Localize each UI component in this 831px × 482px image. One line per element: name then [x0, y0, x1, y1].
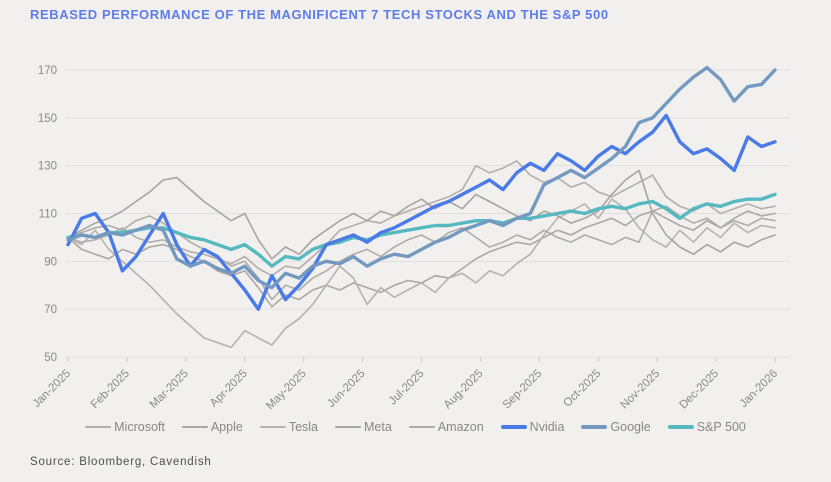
series-line-google	[66, 65, 777, 290]
x-axis-tick-label: Jun-2025	[325, 368, 367, 410]
legend-label-s-p-500: S&P 500	[696, 420, 746, 434]
series-line-apple	[67, 210, 776, 308]
line-chart-plot: 50 70 90 110 130 150 170 Jan-2025 Feb-2025 Mar-20…	[31, 65, 790, 413]
y-axis-tick-label: 130	[38, 161, 57, 173]
x-axis-tick-label: Jan-2026	[738, 368, 780, 410]
y-axis-tick-label: 110	[39, 209, 57, 221]
legend-item-apple: Apple	[181, 420, 243, 434]
legend-swatch-nvidia	[500, 425, 527, 429]
y-axis-tick-label: 90	[44, 256, 57, 268]
legend-swatch-amazon	[408, 426, 435, 428]
chart-legend: Microsoft Apple Tesla Meta Amazon Nvidia Googl…	[0, 420, 831, 434]
legend-swatch-microsoft	[85, 426, 112, 428]
legend-label-tesla: Tesla	[288, 420, 319, 434]
y-axis-tick-label: 50	[44, 352, 57, 364]
x-axis-tick-label: Jan-2025	[31, 368, 73, 410]
legend-swatch-tesla	[259, 426, 286, 428]
x-axis-tick-label: Feb-2025	[89, 368, 132, 411]
legend-label-google: Google	[610, 420, 651, 434]
legend-swatch-s-p-500	[667, 425, 694, 429]
x-axis-tick-label: Aug-2025	[442, 368, 486, 412]
legend-item-microsoft: Microsoft	[85, 420, 165, 434]
legend-item-nvidia: Nvidia	[500, 420, 565, 434]
legend-item-google: Google	[581, 420, 651, 434]
x-axis-tick-label: May-2025	[264, 368, 309, 413]
legend-label-microsoft: Microsoft	[114, 420, 165, 434]
source-note: Source: Bloomberg, Cavendish	[30, 456, 212, 468]
chart-title: REBASED PERFORMANCE OF THE MAGNIFICENT 7…	[30, 7, 609, 22]
legend-item-s-p-500: S&P 500	[667, 420, 746, 434]
y-axis-tick-label: 70	[44, 304, 57, 316]
legend-item-meta: Meta	[335, 420, 392, 434]
y-axis-tick-label: 170	[38, 65, 57, 77]
legend-label-nvidia: Nvidia	[529, 420, 565, 434]
legend-swatch-google	[581, 425, 608, 429]
series-line-meta	[67, 169, 776, 260]
series-line-amazon	[67, 205, 776, 301]
x-axis-tick-label: Sep-2025	[501, 368, 545, 412]
x-axis-tick-label: Oct-2025	[561, 368, 603, 410]
y-axis-tick-label: 150	[38, 113, 57, 125]
legend-label-meta: Meta	[364, 420, 392, 434]
legend-swatch-meta	[335, 426, 362, 428]
x-axis-tick-label: Dec-2025	[677, 368, 721, 412]
legend-swatch-apple	[181, 426, 208, 428]
legend-label-amazon: Amazon	[437, 420, 484, 434]
x-axis-tick-label: Apr-2025	[208, 368, 250, 410]
series-line-microsoft	[67, 160, 776, 277]
series-line-s-p-500	[66, 192, 777, 268]
legend-item-tesla: Tesla	[259, 420, 319, 434]
series-line-nvidia	[66, 113, 777, 311]
legend-label-apple: Apple	[210, 420, 243, 434]
legend-item-amazon: Amazon	[408, 420, 484, 434]
x-axis-tick-label: Jul-2025	[387, 368, 427, 408]
x-axis-tick-label: Mar-2025	[148, 368, 191, 411]
x-axis-tick-label: Nov-2025	[619, 368, 663, 412]
series-line-tesla	[67, 198, 776, 349]
